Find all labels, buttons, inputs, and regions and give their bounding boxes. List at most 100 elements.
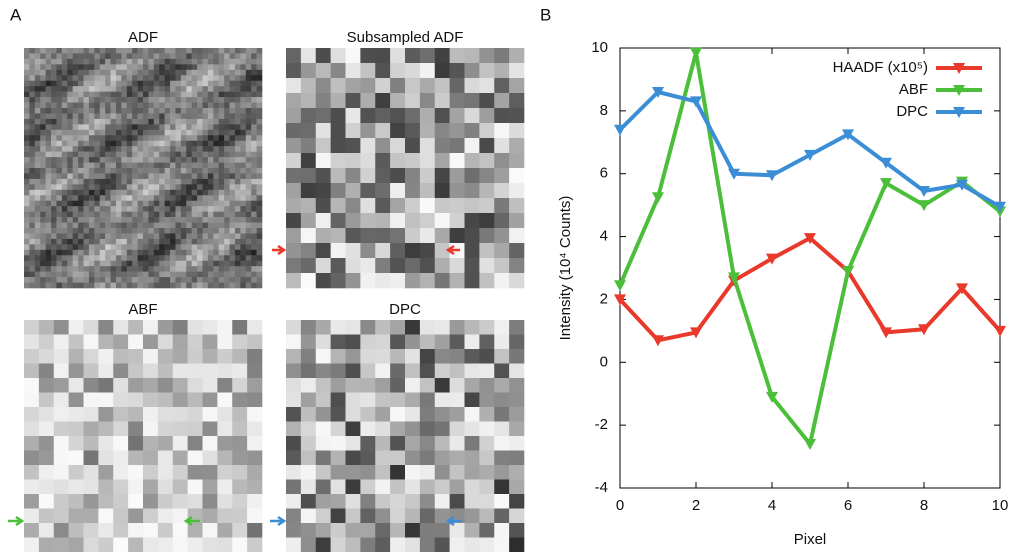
pixel: [360, 450, 376, 466]
pixel: [240, 64, 247, 71]
pixel: [34, 146, 41, 152]
pixel: [186, 266, 192, 272]
pixel: [143, 178, 149, 185]
pixel: [126, 200, 133, 207]
pixel: [229, 102, 236, 109]
pixel: [207, 135, 214, 142]
pixel: [224, 217, 230, 223]
pixel: [40, 97, 46, 103]
pixel: [24, 537, 40, 553]
pixel: [247, 537, 263, 553]
pixel: [61, 135, 68, 142]
pixel: [175, 195, 182, 202]
pixel: [68, 334, 84, 350]
pixel: [72, 206, 79, 212]
pixel: [78, 53, 84, 60]
pixel: [132, 86, 138, 92]
pixel: [83, 195, 90, 202]
pixel: [197, 184, 203, 191]
pixel: [224, 97, 230, 103]
image-title: ABF: [128, 301, 157, 318]
pixel: [509, 78, 525, 94]
pixel: [24, 508, 40, 524]
pixel: [330, 523, 346, 538]
pixel: [247, 392, 263, 408]
pixel: [110, 75, 117, 82]
pixel: [34, 173, 41, 180]
pixel: [186, 151, 192, 158]
pixel: [83, 436, 99, 451]
pixel: [494, 349, 510, 364]
pixel: [217, 349, 233, 364]
pixel: [24, 108, 30, 114]
pixel: [78, 211, 84, 218]
pixel: [38, 421, 55, 437]
pixel: [186, 162, 192, 169]
pixel: [170, 206, 176, 212]
pixel: [234, 75, 241, 82]
pixel: [170, 282, 176, 289]
pixel: [186, 64, 192, 71]
pixel: [153, 129, 160, 136]
pixel: [115, 271, 122, 278]
pixel: [251, 108, 257, 114]
pixel: [180, 113, 187, 120]
pixel: [218, 80, 225, 87]
pixel: [99, 86, 106, 92]
pixel: [213, 69, 220, 76]
pixel: [99, 178, 106, 185]
pixel: [61, 271, 68, 278]
pixel: [213, 75, 220, 82]
pixel: [45, 260, 52, 267]
pixel: [202, 392, 218, 408]
pixel: [159, 266, 165, 272]
pixel: [24, 523, 40, 538]
pixel: [45, 64, 52, 71]
pixel: [197, 260, 203, 267]
pixel: [53, 436, 69, 451]
pixel: [153, 244, 160, 251]
pixel: [105, 64, 111, 71]
pixel: [153, 53, 160, 60]
pixel: [88, 113, 95, 120]
pixel: [187, 508, 203, 524]
pixel: [67, 217, 73, 223]
pixel: [45, 228, 52, 234]
pixel: [232, 537, 248, 553]
pixel: [61, 211, 68, 218]
pixel: [375, 138, 391, 154]
pixel: [99, 168, 106, 174]
pixel: [180, 168, 187, 174]
pixel: [234, 184, 241, 191]
pixel: [224, 222, 230, 229]
pixel: [121, 228, 128, 234]
pixel: [213, 124, 220, 131]
pixel: [375, 78, 391, 94]
pixel: [61, 64, 68, 71]
pixel: [375, 228, 391, 244]
pixel: [330, 392, 346, 408]
marker: [690, 47, 702, 59]
pixel: [132, 69, 138, 76]
pixel: [24, 53, 30, 60]
pixel: [390, 48, 406, 64]
pixel: [40, 260, 46, 267]
pixel: [187, 407, 203, 422]
pixel: [126, 244, 133, 251]
pixel: [175, 75, 182, 82]
pixel: [132, 53, 138, 60]
pixel: [509, 198, 525, 214]
pixel: [61, 168, 68, 174]
pixel: [390, 78, 406, 94]
pixel: [83, 255, 90, 262]
pixel: [360, 228, 376, 244]
arrow: [272, 244, 287, 256]
pixel: [121, 146, 128, 152]
pixel: [24, 124, 30, 131]
pixel: [29, 233, 36, 240]
legend-marker: [953, 85, 965, 96]
pixel: [479, 334, 495, 350]
pixel: [94, 102, 101, 109]
pixel: [186, 86, 192, 92]
pixel: [29, 168, 36, 174]
